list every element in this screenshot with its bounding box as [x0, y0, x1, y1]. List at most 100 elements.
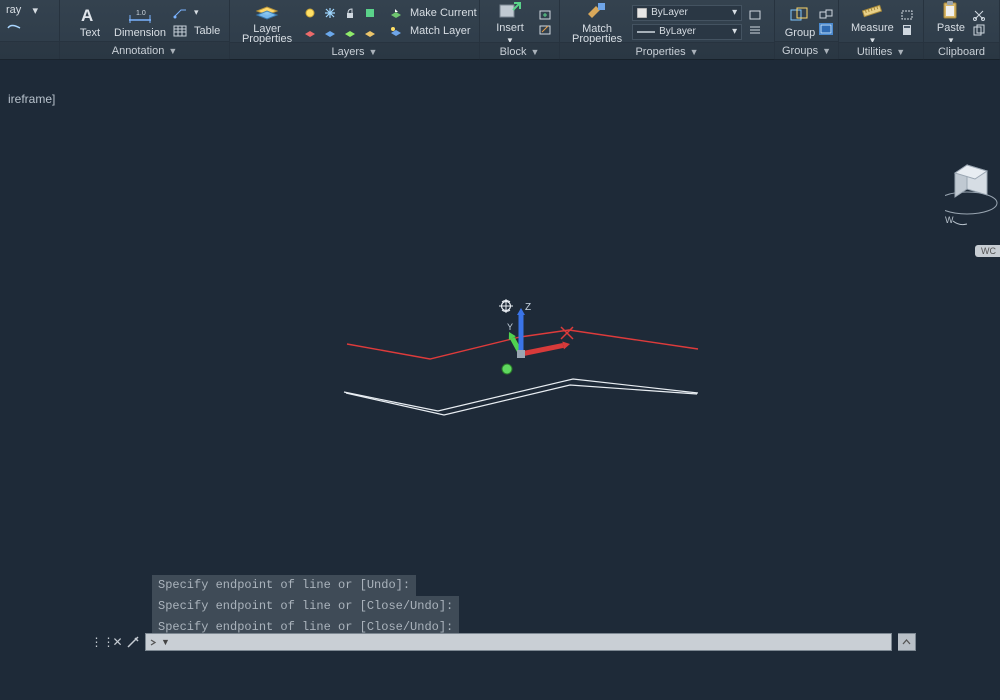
layer-lock-icon[interactable] — [342, 5, 358, 21]
paste-button[interactable]: Paste ▼ — [932, 0, 970, 45]
svg-text:W: W — [945, 215, 954, 225]
layer-prev-icon[interactable] — [362, 24, 378, 40]
white-polyline-b — [346, 385, 697, 415]
recent-commands-button[interactable] — [898, 633, 916, 651]
layer-mini-row-2 — [302, 24, 378, 40]
group-side-stack — [819, 9, 833, 35]
match-layer-button[interactable]: Match Layer — [384, 23, 481, 39]
properties-title[interactable]: Properties▼ — [560, 42, 774, 60]
group-label: Group — [785, 28, 816, 39]
table-button[interactable]: Table — [168, 23, 224, 39]
text-label: Text — [80, 28, 100, 39]
block-title[interactable]: Block▼ — [480, 42, 559, 60]
draw-title-partial — [0, 41, 59, 59]
ribbon-panel-properties: MatchProperties ByLayer ▾ ByLayer ▾ Prop… — [560, 0, 775, 59]
grip-icon[interactable]: ⋮⋮ — [96, 634, 109, 650]
utilities-title[interactable]: Utilities▼ — [839, 42, 923, 60]
close-icon[interactable]: ✕ — [111, 634, 124, 650]
clipboard-title: Clipboard — [924, 42, 999, 60]
layer-properties-button[interactable]: LayerProperties — [238, 0, 296, 44]
ribbon-panel-utilities: Measure ▼ Utilities▼ — [839, 0, 924, 59]
layer-color-icon[interactable] — [362, 5, 378, 21]
chevron-down-icon: ▾ — [732, 7, 737, 18]
layers-right-stack: Make Current Match Layer — [384, 5, 481, 39]
chevron-down-icon: ▾ — [27, 3, 43, 17]
leader-icon — [172, 6, 188, 20]
subset-icon — [6, 21, 22, 35]
chevron-down-icon: ▾ — [194, 7, 199, 18]
ribbon-panel-clipboard: Paste ▼ Clipboard — [924, 0, 1000, 59]
props-list-icon[interactable] — [748, 24, 762, 36]
command-prompt-icon — [150, 639, 159, 646]
cut-icon[interactable] — [972, 9, 986, 21]
props-icon-stack — [748, 9, 762, 36]
history-line: Specify endpoint of line or [Undo]: — [152, 575, 416, 596]
table-label: Table — [194, 25, 220, 37]
match-properties-button[interactable]: MatchProperties — [568, 0, 626, 44]
measure-button[interactable]: Measure ▼ — [847, 0, 898, 45]
ribbon-panel-draw-partial: ray ▾ — [0, 0, 60, 59]
dimension-label: Dimension — [114, 28, 166, 39]
match-properties-label: MatchProperties — [572, 24, 622, 44]
layer-off-icon[interactable] — [302, 5, 318, 21]
chevron-down-icon[interactable]: ▼ — [161, 637, 170, 647]
command-history: Specify endpoint of line or [Undo]: Spec… — [152, 575, 459, 638]
layers-title[interactable]: Layers▼ — [230, 42, 479, 60]
annotation-title[interactable]: Annotation▼ — [60, 41, 229, 59]
make-current-button[interactable]: Make Current — [384, 5, 481, 21]
viewcube[interactable]: W — [945, 145, 1000, 240]
leader-button[interactable]: ▾ — [168, 5, 224, 21]
anno-stack: ▾ Table — [168, 5, 224, 39]
drawing-viewport[interactable]: ireframe] ZY W WC — [0, 60, 1000, 652]
ribbon-panel-groups: Group Groups▼ — [775, 0, 839, 59]
snap-marker — [561, 327, 573, 339]
svg-text:Y: Y — [507, 322, 513, 332]
edit-block-icon[interactable] — [538, 24, 552, 36]
linetype-combo-value: ByLayer — [659, 26, 696, 37]
make-current-label: Make Current — [410, 7, 477, 19]
clip-side-stack — [972, 9, 986, 36]
ribbon: ray ▾ A Text 1.0 Dimens — [0, 0, 1000, 60]
ungroup-icon[interactable] — [819, 9, 833, 21]
stretch-tool-button[interactable] — [2, 20, 26, 36]
select-all-icon[interactable] — [900, 9, 914, 21]
match-properties-icon — [583, 0, 611, 22]
ribbon-panel-block: Insert ▼ Block▼ — [480, 0, 560, 59]
wcs-badge[interactable]: WC — [975, 245, 1000, 257]
measure-label: Measure — [851, 23, 894, 34]
dimension-button[interactable]: 1.0 Dimension — [118, 4, 162, 39]
ribbon-panel-layers: LayerProperties Ma — [230, 0, 480, 59]
ribbon-panel-annotation: A Text 1.0 Dimension ▾ — [60, 0, 230, 59]
group-icon — [786, 4, 814, 26]
groups-title[interactable]: Groups▼ — [775, 41, 838, 59]
insert-label: Insert — [496, 23, 524, 34]
props-drop-icon[interactable] — [748, 9, 762, 21]
layer-thaw-icon[interactable] — [342, 24, 358, 40]
array-button[interactable]: ray ▾ — [2, 2, 47, 18]
paste-label: Paste — [937, 23, 965, 34]
util-side-stack — [900, 9, 914, 36]
ray-label: ray — [6, 4, 21, 16]
copy-icon[interactable] — [972, 24, 986, 36]
layer-freeze-icon[interactable] — [322, 5, 338, 21]
command-input[interactable]: ▼ — [145, 633, 892, 651]
text-button[interactable]: A Text — [68, 4, 112, 39]
calc-icon[interactable] — [900, 24, 914, 36]
linetype-combo[interactable]: ByLayer ▾ — [632, 24, 742, 40]
create-block-icon[interactable] — [538, 9, 552, 21]
group-bbox-icon[interactable] — [819, 23, 833, 35]
customize-icon[interactable] — [126, 634, 139, 650]
insert-button[interactable]: Insert ▼ — [488, 0, 532, 45]
layer-uniso-icon[interactable] — [322, 24, 338, 40]
chevron-down-icon: ▾ — [732, 26, 737, 37]
dimension-icon: 1.0 — [126, 4, 154, 26]
color-combo[interactable]: ByLayer ▾ — [632, 5, 742, 21]
text-icon: A — [76, 4, 104, 26]
group-button[interactable]: Group — [783, 4, 817, 39]
command-line: ⋮⋮ ✕ ▼ — [96, 632, 916, 652]
layer-properties-label: LayerProperties — [242, 24, 292, 44]
match-layer-icon — [388, 24, 404, 38]
layer-iso-icon[interactable] — [302, 24, 318, 40]
insert-icon — [496, 0, 524, 21]
layer-properties-icon — [253, 0, 281, 22]
